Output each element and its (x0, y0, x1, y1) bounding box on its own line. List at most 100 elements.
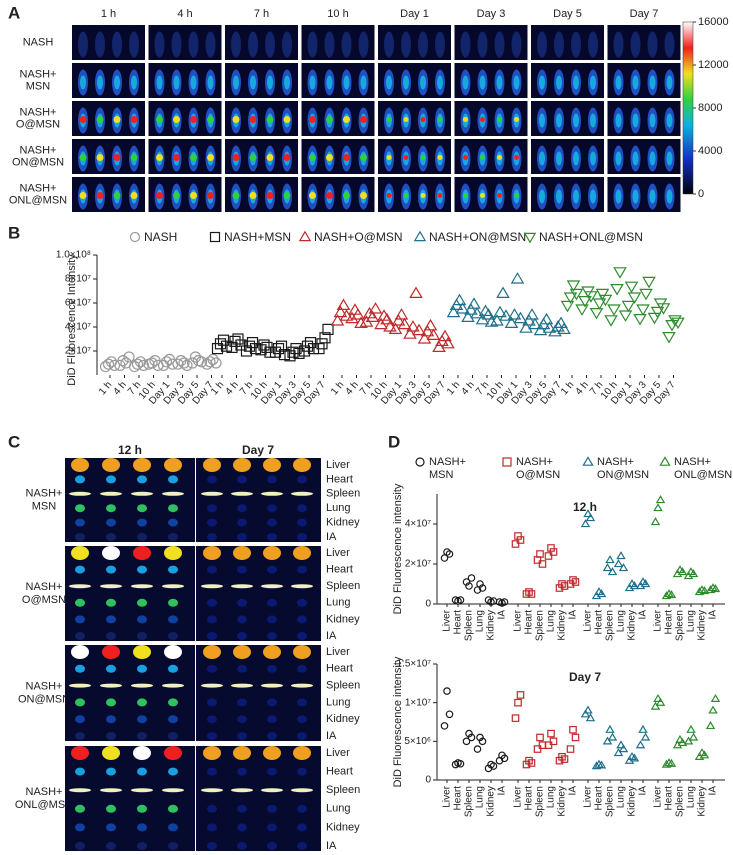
point (640, 732, 651, 741)
point (455, 302, 470, 314)
x-tick-label: Spleen (535, 610, 546, 641)
organ-label: Spleen (326, 784, 360, 796)
organ (71, 746, 89, 760)
organ (267, 715, 277, 724)
organ (201, 788, 223, 793)
point (566, 580, 575, 588)
organ-label: IA (326, 840, 337, 852)
organ (203, 458, 221, 472)
x-tick-label: Kidney (486, 610, 497, 641)
organ (291, 788, 313, 793)
organ (201, 584, 223, 589)
mouse-signal (156, 116, 163, 123)
point (655, 495, 666, 504)
legend-marker (129, 231, 141, 243)
mouse (554, 31, 564, 58)
mouse-signal (173, 116, 180, 123)
x-tick-label: Spleen (535, 786, 546, 817)
mouse-signal (632, 151, 639, 166)
mouse-signal (360, 116, 367, 123)
mouse-signal (360, 154, 367, 161)
legend-label: NASH+ONL@MSN (539, 230, 643, 244)
organ (137, 842, 147, 850)
point (668, 315, 682, 327)
mouse (282, 31, 292, 58)
point (710, 584, 721, 593)
point (397, 317, 412, 330)
organ-label: Heart (326, 766, 353, 778)
x-tick-label: Kidney (697, 786, 708, 817)
point (610, 284, 624, 296)
organ (137, 533, 147, 541)
organ (102, 645, 120, 659)
point (507, 308, 522, 320)
mouse-signal (649, 151, 656, 166)
point (467, 297, 481, 309)
mouse-signal (326, 154, 333, 161)
point (441, 336, 455, 349)
point (544, 741, 553, 750)
mouse-signal (420, 155, 426, 160)
panel-label: B (8, 223, 20, 242)
legend-marker (502, 457, 512, 467)
point (629, 753, 640, 762)
point (336, 298, 351, 310)
organ (237, 804, 247, 813)
organ (267, 615, 277, 624)
organ (261, 491, 283, 496)
point (319, 332, 331, 344)
organ-label: Spleen (326, 488, 360, 500)
mouse-signal (666, 151, 673, 166)
point (365, 310, 380, 322)
point (584, 291, 598, 303)
mouse-signal (190, 192, 197, 199)
mouse-signal (437, 193, 443, 198)
organ (201, 683, 223, 688)
point (417, 332, 432, 344)
organ-image (65, 546, 195, 641)
organ (69, 491, 91, 496)
organ (233, 746, 251, 760)
organ (168, 475, 178, 484)
point (639, 288, 653, 301)
point (322, 323, 334, 335)
mouse-signal (403, 155, 409, 160)
mouse-signal (249, 192, 257, 199)
organ (297, 565, 307, 574)
organ (162, 683, 184, 688)
mouse-signal (666, 189, 673, 204)
point (258, 339, 270, 351)
organ (263, 458, 281, 472)
point (493, 305, 507, 318)
point (470, 306, 484, 319)
point (204, 356, 216, 368)
organ (69, 683, 91, 688)
group-label: ON@MSN (18, 693, 70, 705)
panel-label: C (8, 432, 20, 451)
point (181, 359, 193, 371)
mouse (537, 31, 547, 58)
row-label: ON@MSN (12, 156, 64, 168)
organ (106, 732, 116, 740)
organ (133, 746, 151, 760)
point (688, 569, 699, 578)
organ (106, 475, 116, 484)
x-tick-label: Lung (546, 786, 557, 808)
mouse-signal (190, 75, 197, 90)
point (489, 762, 498, 770)
point (571, 733, 580, 742)
point (528, 317, 542, 330)
organ (261, 584, 283, 589)
organ (106, 518, 116, 527)
point (160, 356, 173, 368)
organ-label: Heart (326, 663, 353, 675)
point (650, 306, 665, 319)
organ (293, 546, 311, 560)
point (592, 298, 607, 310)
point (465, 582, 473, 590)
point (566, 280, 581, 292)
x-tick-label: Heart (453, 786, 464, 811)
point (210, 357, 222, 369)
point (117, 355, 129, 367)
x-tick-label: Liver (442, 609, 453, 631)
